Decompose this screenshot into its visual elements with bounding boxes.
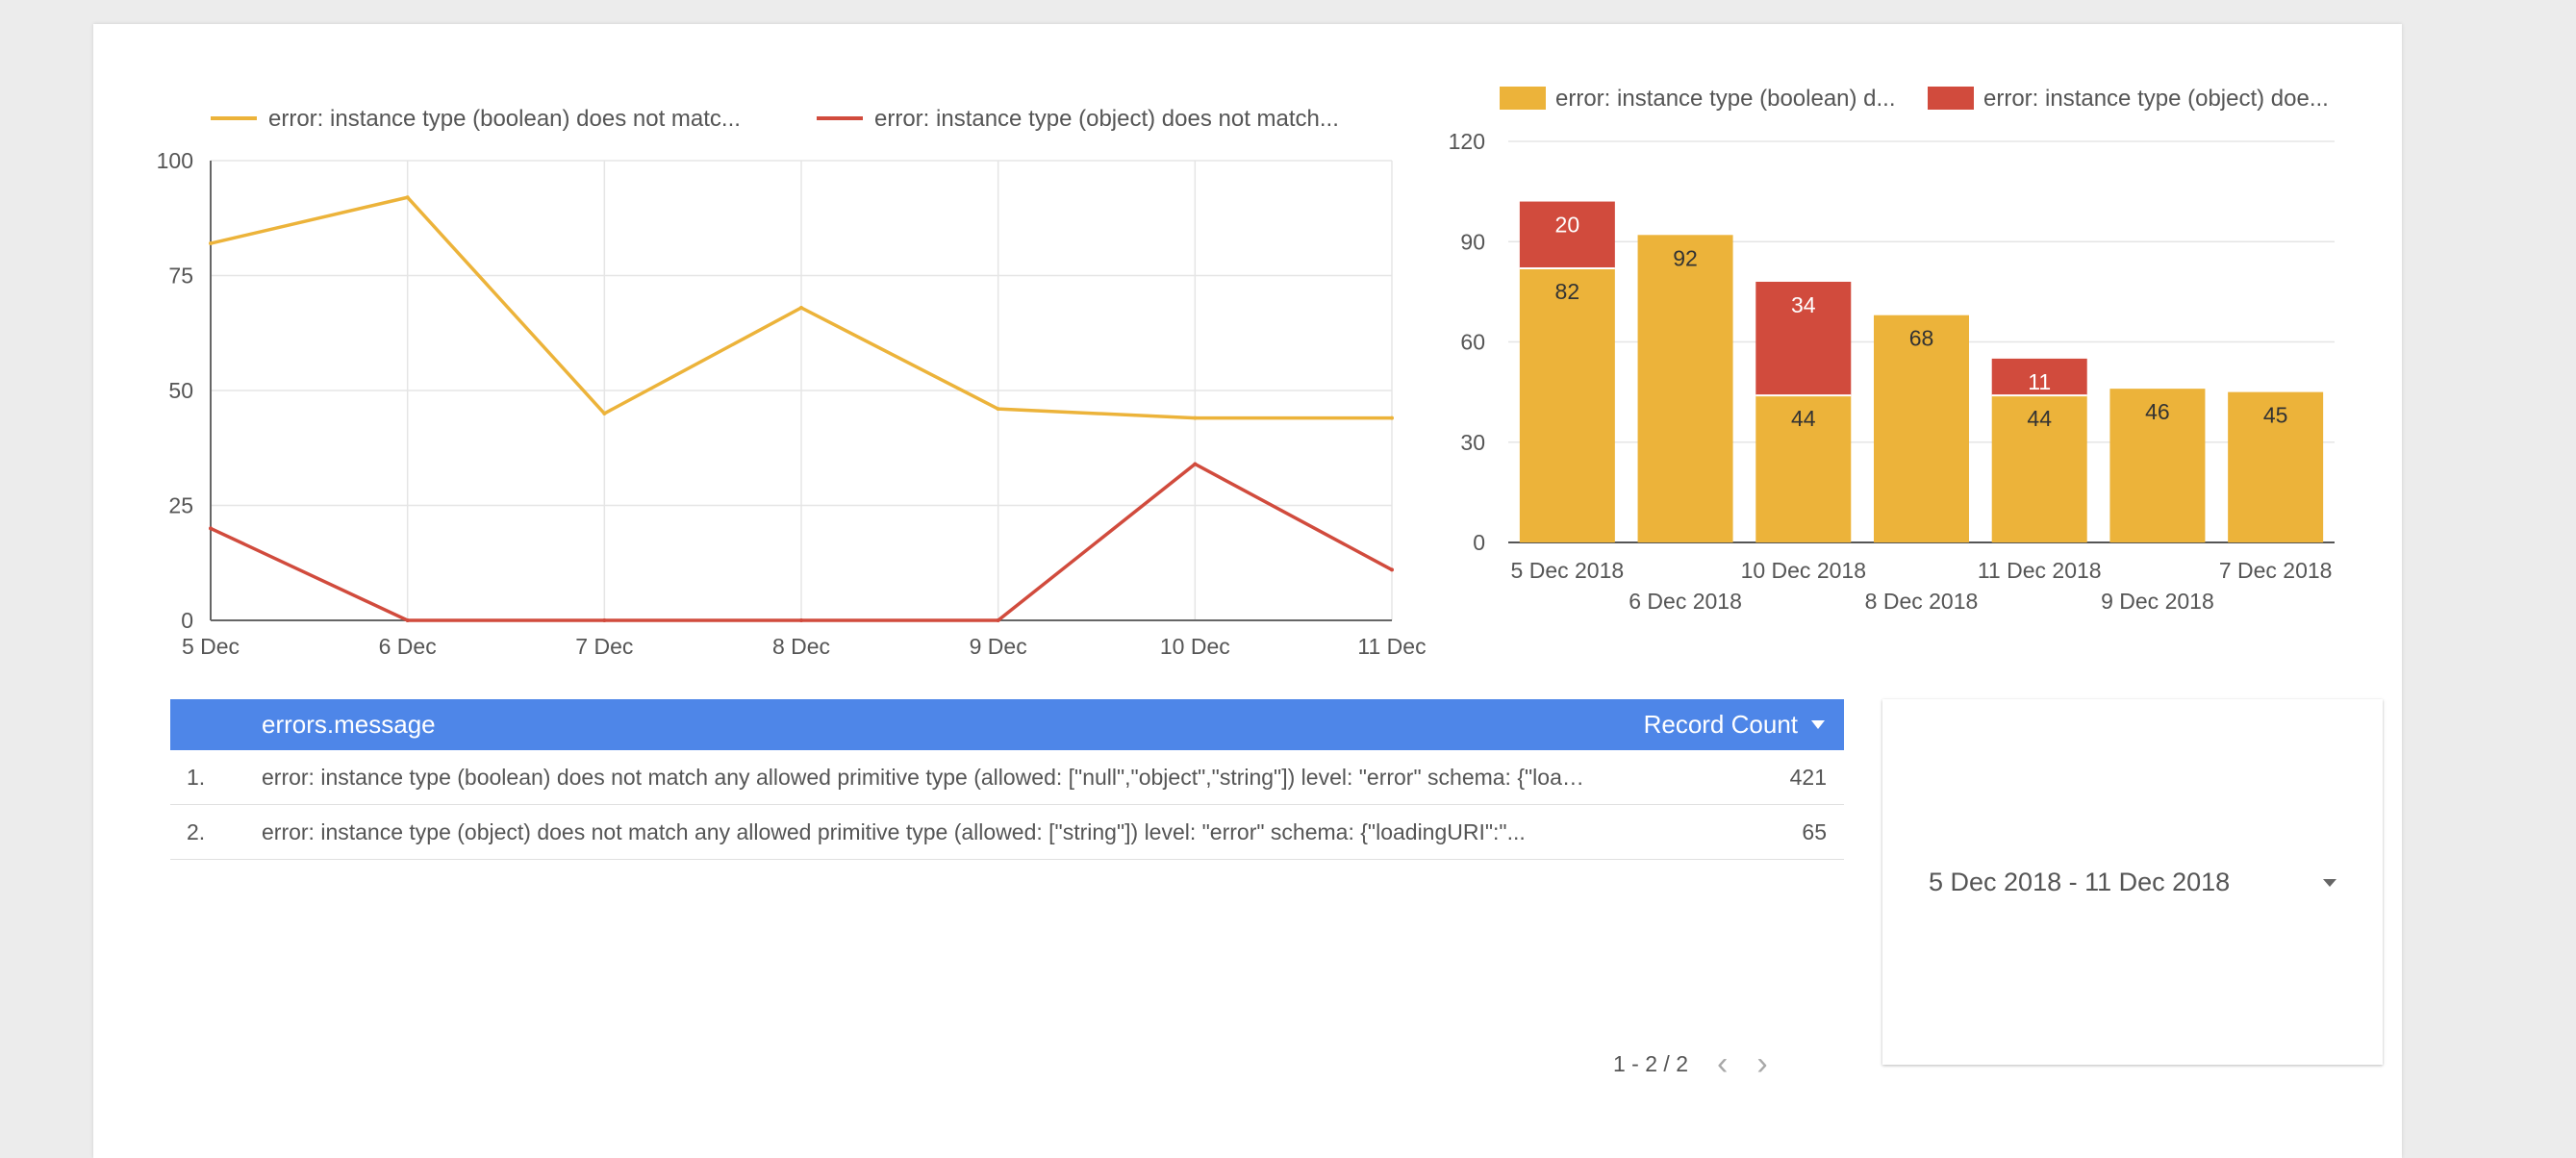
data-label: 45 [2263,403,2288,428]
y-tick-label: 75 [168,264,193,289]
date-range-dropdown[interactable]: 5 Dec 2018 - 11 Dec 2018 [1929,868,2336,897]
bar-segment [1519,268,1615,542]
x-tick-label: 7 Dec [575,634,633,659]
data-label: 68 [1909,326,1934,351]
bar-segment [1755,281,1852,396]
bar-segment [1874,315,1969,542]
legend-swatch [1500,87,1546,110]
x-tick-label: 10 Dec 2018 [1741,558,1866,583]
bar-segment [1991,358,2087,396]
row-index: 1. [187,764,206,790]
data-point [405,618,410,622]
data-point [996,407,1000,412]
errors-table: errors.message Record Count 1. error: in… [170,699,1844,860]
report-page: error: instance type (boolean) does not … [93,24,2402,1158]
date-range-value: 5 Dec 2018 - 11 Dec 2018 [1929,868,2231,896]
data-point [602,411,607,415]
row-count: 65 [1802,818,1827,844]
sort-desc-icon[interactable] [1811,720,1825,729]
data-point [405,195,410,200]
chevron-down-icon[interactable] [2323,878,2336,887]
data-point [799,618,803,622]
date-range-control[interactable]: 5 Dec 2018 - 11 Dec 2018 [1882,699,2383,1065]
data-point [602,618,607,622]
column-header-record-count[interactable]: Record Count [1440,710,1844,740]
chevron-left-icon[interactable]: ‹ [1716,1045,1729,1082]
line-chart: error: instance type (boolean) does not … [157,106,1427,659]
legend-label: error: instance type (boolean) does not … [268,106,741,132]
data-point [209,241,213,246]
data-label: 46 [2145,399,2170,424]
x-tick-label: 5 Dec 2018 [1511,558,1625,583]
data-label: 44 [2027,406,2052,431]
row-count: 421 [1789,764,1827,790]
bar-segment [2228,391,2324,542]
y-tick-label: 90 [1460,229,1485,254]
legend-swatch [1928,87,1974,110]
legend-label: error: instance type (boolean) d... [1555,86,1896,112]
bar-segment [2109,389,2206,542]
data-label: 92 [1673,245,1698,270]
table-row[interactable]: 2. error: instance type (object) does no… [170,805,1844,860]
bar-segment [1519,201,1615,269]
y-tick-label: 120 [1449,129,1485,154]
x-tick-label: 7 Dec 2018 [2219,558,2333,583]
data-point [1193,462,1198,466]
bar-segment [1637,235,1733,543]
x-tick-label: 8 Dec 2018 [1865,589,1979,614]
data-point [996,618,1000,622]
data-label: 44 [1791,406,1816,431]
x-tick-label: 9 Dec 2018 [2101,589,2214,614]
x-tick-label: 5 Dec [182,634,240,659]
legend-label: error: instance type (object) doe... [1983,86,2329,112]
x-tick-label: 10 Dec [1160,634,1230,659]
data-label: 20 [1555,213,1580,238]
data-point [799,305,803,310]
data-point [209,526,213,531]
x-tick-label: 11 Dec 2018 [1978,558,2102,583]
data-label: 11 [2028,369,2051,394]
table-row[interactable]: 1. error: instance type (boolean) does n… [170,750,1844,805]
column-header-message[interactable]: errors.message [262,710,436,739]
y-tick-label: 100 [157,148,193,173]
data-point [1390,415,1394,420]
data-point [1390,567,1394,572]
data-label: 34 [1791,292,1816,317]
y-tick-label: 60 [1460,330,1485,355]
table-pagination: 1 - 2 / 2 ‹ › [1613,1047,1768,1080]
x-tick-label: 8 Dec [772,634,830,659]
chevron-right-icon[interactable]: › [1756,1045,1768,1082]
bar-chart: error: instance type (boolean) d... error… [1449,86,2335,614]
row-message: error: instance type (object) does not m… [262,818,1526,844]
y-tick-label: 0 [181,608,193,633]
x-tick-label: 6 Dec 2018 [1629,589,1742,614]
y-tick-label: 50 [168,378,193,403]
y-tick-label: 0 [1473,530,1485,555]
data-label: 82 [1555,279,1580,304]
pagination-label: 1 - 2 / 2 [1613,1050,1688,1076]
y-tick-label: 30 [1460,430,1485,455]
data-point [1193,415,1198,420]
bar-segment [1755,395,1852,542]
bar-segment [1991,395,2087,542]
column-header-record-count-label: Record Count [1643,710,1798,739]
x-tick-label: 11 Dec [1357,634,1426,659]
x-tick-label: 6 Dec [379,634,437,659]
row-message: error: instance type (boolean) does not … [262,764,1634,790]
y-tick-label: 25 [168,493,193,518]
x-tick-label: 9 Dec [970,634,1027,659]
row-index: 2. [187,818,206,844]
table-header: errors.message Record Count [170,699,1844,750]
legend-label: error: instance type (object) does not m… [874,106,1339,132]
